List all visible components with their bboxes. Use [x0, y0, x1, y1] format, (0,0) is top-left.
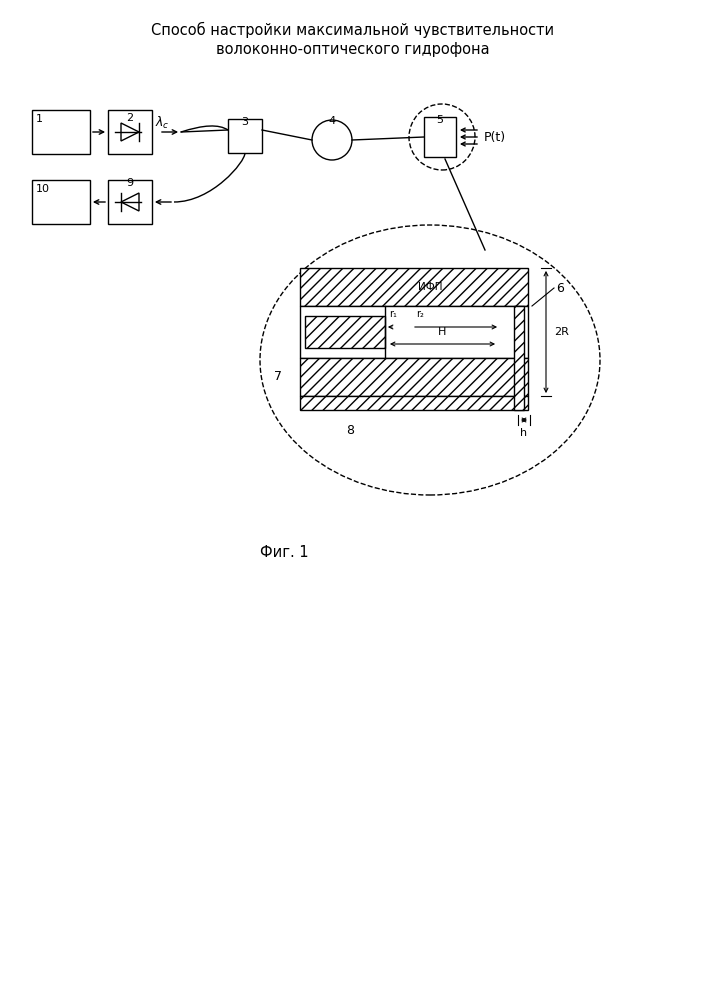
Text: $\lambda_c$: $\lambda_c$ — [155, 115, 170, 131]
Bar — [32, 180, 90, 224]
Bar — [32, 110, 90, 154]
Text: P(t): P(t) — [484, 130, 506, 143]
Bar — [228, 119, 262, 153]
Text: r₂: r₂ — [416, 309, 424, 319]
Text: 4: 4 — [329, 116, 336, 126]
Text: 2R: 2R — [554, 327, 569, 337]
Text: 6: 6 — [556, 282, 564, 294]
Text: 8: 8 — [346, 424, 354, 437]
Text: ИФП: ИФП — [418, 282, 443, 292]
Bar — [300, 358, 528, 396]
Text: 3: 3 — [242, 117, 248, 127]
Bar — [305, 316, 385, 348]
Bar — [108, 180, 152, 224]
Bar — [300, 268, 528, 306]
Bar — [108, 110, 152, 154]
Bar — [424, 117, 456, 157]
Text: 1: 1 — [36, 114, 43, 124]
Text: Способ настройки максимальной чувствительности: Способ настройки максимальной чувствител… — [151, 22, 554, 38]
Bar — [300, 306, 528, 358]
Text: H: H — [438, 327, 447, 337]
Text: волоконно-оптического гидрофона: волоконно-оптического гидрофона — [216, 42, 490, 57]
Text: Фиг. 1: Фиг. 1 — [260, 545, 309, 560]
Text: 5: 5 — [436, 115, 443, 125]
Text: 10: 10 — [36, 184, 50, 194]
Text: h: h — [520, 428, 527, 438]
Text: 7: 7 — [274, 370, 282, 383]
Bar — [300, 396, 528, 410]
Text: r₁: r₁ — [389, 309, 397, 319]
Bar — [514, 306, 524, 410]
Text: 9: 9 — [127, 178, 134, 188]
Text: 2: 2 — [127, 113, 134, 123]
